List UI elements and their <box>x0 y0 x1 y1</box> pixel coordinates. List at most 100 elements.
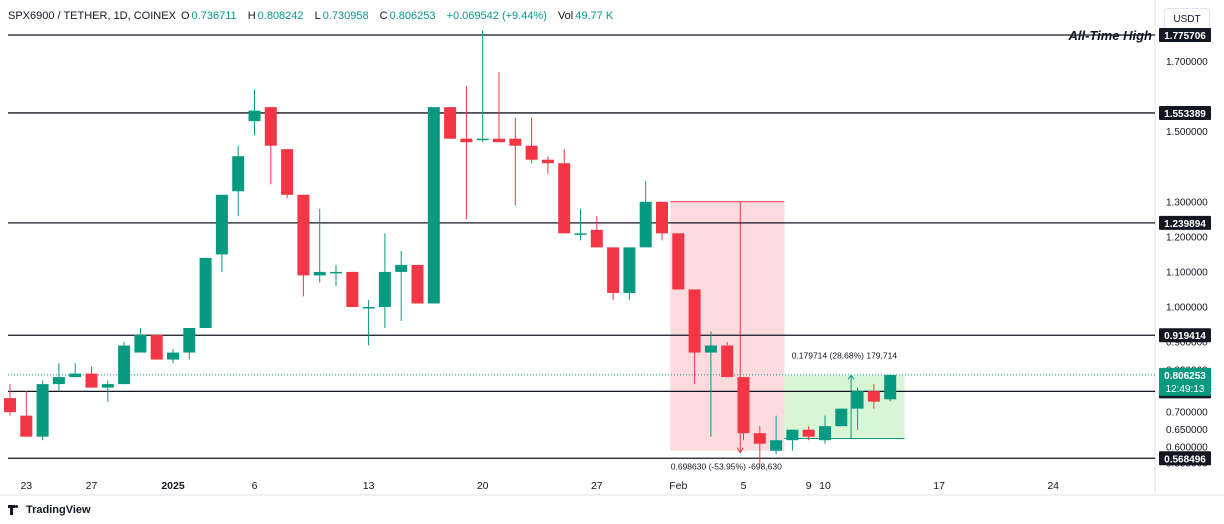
high-label: H <box>247 10 256 22</box>
close-value: 0.806253 <box>389 10 436 22</box>
candle-body <box>378 271 391 307</box>
candle-body <box>509 138 522 146</box>
candle-body <box>867 391 880 402</box>
currency-button[interactable]: USDT <box>1164 8 1210 30</box>
candle-body <box>36 384 49 437</box>
candle-body <box>232 156 245 192</box>
open-label: O <box>180 10 190 22</box>
candle-body <box>541 159 554 164</box>
candle-body <box>297 194 310 276</box>
candle-body <box>264 107 277 146</box>
long-measure-label: 0.179714 (28.68%) 179,714 <box>792 350 898 360</box>
price-tick-label: 1.700000 <box>1166 57 1208 68</box>
short-position-zone <box>670 201 785 451</box>
change-value: +0.069542 (+9.44%) <box>446 10 547 22</box>
candle-body <box>362 306 375 309</box>
time-tick-label: 9 <box>806 480 812 492</box>
candle-body <box>167 352 179 360</box>
time-tick-label: 24 <box>1047 480 1059 492</box>
level-price-tag <box>1159 328 1211 343</box>
symbol-title: SPX6900 / TETHER, 1D, COINEX <box>8 10 176 22</box>
price-tick-label: 1.500000 <box>1166 127 1208 138</box>
price-tick-label: 1.200000 <box>1166 232 1208 243</box>
current-price-tag <box>1159 367 1211 396</box>
open-value: 0.736711 <box>191 10 237 22</box>
price-tick-label: 0.600000 <box>1166 443 1208 454</box>
candle-body <box>346 271 359 307</box>
tradingview-logo-icon <box>8 505 22 515</box>
candle-body <box>52 377 65 385</box>
tradingview-brand: TradingView <box>8 504 91 516</box>
candle-body <box>786 429 799 441</box>
candle-body <box>4 398 16 413</box>
candle-body <box>20 415 33 437</box>
short-measure-label: 0.698630 (-53.95%) -698,630 <box>671 462 782 472</box>
candle-body <box>558 163 571 234</box>
price-tick-label: 0.700000 <box>1166 408 1208 419</box>
candle-body <box>770 440 783 451</box>
candle-body <box>607 247 620 293</box>
time-tick-label: 6 <box>252 480 258 492</box>
time-tick-label: 27 <box>86 480 98 492</box>
time-tick-label: 2025 <box>161 480 185 492</box>
candle-body <box>69 373 82 378</box>
candle-body <box>85 373 98 388</box>
low-label: L <box>314 10 321 22</box>
candle-body <box>851 391 864 409</box>
candle-body <box>215 194 228 255</box>
short-arrow-icon <box>736 447 744 454</box>
time-tick-label: 23 <box>20 480 32 492</box>
price-tick-label: 0.650000 <box>1166 425 1208 436</box>
ath-annotation: All-Time High <box>1067 28 1152 43</box>
candle-body <box>427 107 440 304</box>
level-price-tag <box>1159 105 1211 120</box>
candle-body <box>721 345 734 378</box>
candle-body <box>656 201 668 234</box>
level-price-label: 0.919414 <box>1164 331 1206 342</box>
candle-body <box>330 271 342 274</box>
candle-body <box>281 149 294 195</box>
time-tick-label: Feb <box>669 480 687 492</box>
volume-label: Vol <box>557 10 574 22</box>
price-tick-label: 1.300000 <box>1166 197 1208 208</box>
level-price-label: 1.239894 <box>1164 219 1206 230</box>
candle-body <box>884 374 897 400</box>
low-value: 0.730958 <box>322 10 369 22</box>
close-label: C <box>379 10 388 22</box>
candle-body <box>134 335 147 353</box>
candle-body <box>835 408 848 427</box>
candle-body <box>753 433 766 444</box>
candle-body <box>802 429 815 437</box>
price-tick-label: 1.000000 <box>1166 302 1208 313</box>
level-price-label: 1.775706 <box>1164 31 1206 42</box>
candle-body <box>183 328 196 353</box>
time-tick-label: 20 <box>477 480 489 492</box>
level-price-label: 0.568496 <box>1164 454 1206 465</box>
brand-label: TradingView <box>26 504 91 516</box>
volume-value: 49.77 K <box>575 10 614 22</box>
candle-body <box>150 335 163 360</box>
chart-header: SPX6900 / TETHER, 1D, COINEX O 0.736711 H… <box>8 10 621 22</box>
candle-body <box>444 107 457 139</box>
candle-body <box>574 233 587 235</box>
price-tick-label: 1.100000 <box>1166 267 1208 278</box>
candle-body <box>639 201 652 248</box>
current-price-label: 0.806253 <box>1164 371 1206 382</box>
candle-body <box>688 289 701 353</box>
price-tick-label: 0.900000 <box>1166 338 1208 349</box>
candle-body <box>590 229 603 248</box>
time-tick-label: 27 <box>591 480 603 492</box>
level-price-tag <box>1159 215 1211 230</box>
candle-body <box>819 426 831 441</box>
candle-body <box>493 138 505 143</box>
candle-body <box>199 257 212 329</box>
candle-body <box>313 271 326 276</box>
candle-body <box>460 138 473 143</box>
level-price-label: 1.553389 <box>1164 109 1206 120</box>
candle-body <box>476 138 489 141</box>
candle-body <box>101 384 114 388</box>
time-tick-label: 17 <box>933 480 945 492</box>
time-tick-label: 13 <box>363 480 375 492</box>
candle-body <box>623 247 636 293</box>
